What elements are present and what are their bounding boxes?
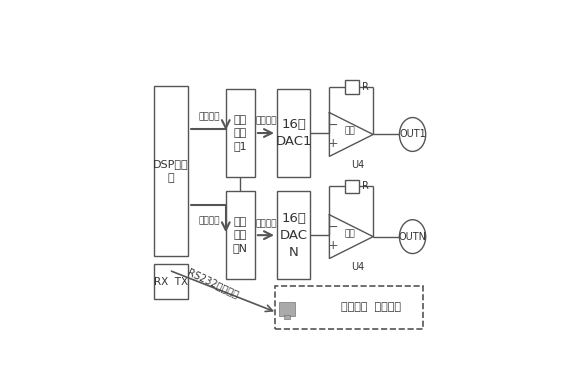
Text: +: + <box>328 137 338 150</box>
Text: OUT1: OUT1 <box>399 130 426 139</box>
Text: 软件程控  调节输出: 软件程控 调节输出 <box>341 302 401 312</box>
Ellipse shape <box>399 220 426 254</box>
FancyBboxPatch shape <box>277 89 310 177</box>
FancyBboxPatch shape <box>226 191 255 279</box>
Text: U4: U4 <box>351 160 364 170</box>
Text: R: R <box>363 82 369 92</box>
FancyBboxPatch shape <box>226 89 255 177</box>
Text: 数据总线: 数据总线 <box>199 112 221 121</box>
Text: −: − <box>328 221 338 234</box>
FancyBboxPatch shape <box>277 191 310 279</box>
Text: RX  TX: RX TX <box>154 277 188 287</box>
Text: 数据总线: 数据总线 <box>255 219 276 228</box>
Text: 运放: 运放 <box>345 229 355 238</box>
FancyBboxPatch shape <box>154 265 188 299</box>
Text: R: R <box>363 181 369 191</box>
FancyBboxPatch shape <box>154 86 188 255</box>
FancyBboxPatch shape <box>346 80 359 94</box>
Text: U4: U4 <box>351 262 364 272</box>
Text: 数字
隔离
器1: 数字 隔离 器1 <box>234 115 247 151</box>
Text: RS232交换数据: RS232交换数据 <box>186 267 240 299</box>
Text: 运放: 运放 <box>345 127 355 136</box>
Text: 16位
DAC
N: 16位 DAC N <box>280 211 307 259</box>
Text: OUTN: OUTN <box>399 232 427 242</box>
Text: −: − <box>328 119 338 132</box>
FancyBboxPatch shape <box>346 180 359 193</box>
Ellipse shape <box>399 117 426 152</box>
Text: 16位
DAC1: 16位 DAC1 <box>275 118 312 148</box>
Text: DSP处理
器: DSP处理 器 <box>153 159 189 183</box>
Text: 数字
隔离
器N: 数字 隔离 器N <box>233 217 248 254</box>
Text: +: + <box>328 239 338 252</box>
FancyBboxPatch shape <box>284 315 290 319</box>
Text: 数据总线: 数据总线 <box>199 216 221 226</box>
FancyBboxPatch shape <box>275 286 423 329</box>
Text: 数据总线: 数据总线 <box>255 117 276 126</box>
FancyBboxPatch shape <box>279 302 295 316</box>
